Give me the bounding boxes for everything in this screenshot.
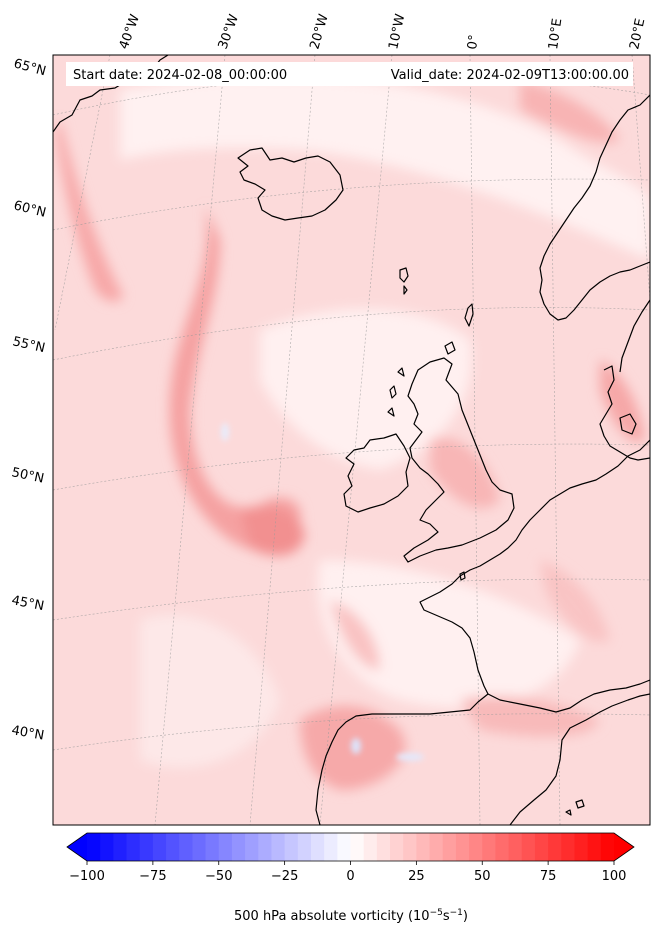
colorbar-segment (100, 833, 114, 861)
colorbar-tick-label: −50 (205, 869, 232, 884)
lon-label-30w: 30°W (216, 12, 242, 51)
colorbar-segment (482, 833, 496, 861)
colorbar-segment (87, 833, 101, 861)
colorbar-segment (521, 833, 536, 861)
valid-date-label: Valid_date: 2024-02-09T13:00:00.00 (391, 68, 629, 83)
start-date-label: Start date: 2024-02-08_00:00:00 (73, 68, 287, 83)
ireland-coast (343, 433, 411, 513)
lon-label-0: 0° (465, 34, 482, 51)
colorbar-tick-label: 0 (346, 869, 354, 884)
denmark-coast (599, 365, 650, 461)
mediterranean-coast (487, 679, 650, 713)
lat-label-65n: 65°N (12, 56, 48, 79)
balearic-coast (565, 799, 585, 816)
colorbar-tick-label: −100 (69, 869, 105, 884)
colorbar-tick-label: −25 (271, 869, 298, 884)
colorbar-segment (416, 833, 431, 861)
great-britain-coast (403, 357, 515, 563)
vorticity-negative-patches (221, 423, 424, 761)
colorbar-segment (574, 833, 589, 861)
colorbar-label: 500 hPa absolute vorticity (10−5s−1) (234, 908, 468, 924)
colorbar-segment (548, 833, 562, 861)
lat-label-55n: 55°N (11, 334, 46, 356)
graticule (53, 55, 650, 825)
map-panel: Start date: 2024-02-08_00:00:00 Valid_da… (53, 55, 650, 825)
colorbar-tick-label: 25 (408, 869, 425, 884)
vorticity-field-shading (55, 75, 650, 790)
colorbar-segment (231, 833, 246, 861)
colorbar-tick-label: −75 (139, 869, 166, 884)
faroe-islands-coast (399, 267, 409, 295)
colorbar-tick-label: 75 (540, 869, 557, 884)
colorbar-segment (469, 833, 483, 861)
colorbar-max-extension (614, 833, 634, 861)
lon-label-10w: 10°W (386, 12, 408, 50)
norway-coast (539, 94, 650, 321)
colorbar-segment (495, 833, 510, 861)
colorbar-segment (455, 833, 470, 861)
colorbar-segment (258, 833, 272, 861)
colorbar-min-extension (67, 833, 87, 861)
colorbar-tick-label: 50 (474, 869, 491, 884)
colorbar-segment (534, 833, 549, 861)
colorbar-segment (429, 833, 444, 861)
iceland-coast (237, 147, 344, 221)
lat-label-50n: 50°N (10, 465, 45, 486)
colorbar-segments (87, 833, 615, 861)
colorbar-segment (297, 833, 312, 861)
colorbar-segment (337, 833, 352, 861)
colorbar-segment (561, 833, 575, 861)
colorbar-segment (205, 833, 220, 861)
colorbar-segment (350, 833, 365, 861)
continental-europe-coast (315, 439, 650, 825)
scottish-isles-coast (387, 367, 405, 417)
colorbar-segment (587, 833, 602, 861)
colorbar-segment (390, 833, 404, 861)
sweden-coast (619, 299, 650, 373)
latitude-labels: 65°N 60°N 55°N 50°N 45°N 40°N (10, 56, 47, 743)
lat-label-40n: 40°N (10, 723, 45, 743)
coastlines (53, 55, 650, 825)
colorbar-segment (192, 833, 207, 861)
lon-label-10e: 10°E (546, 18, 565, 51)
colorbar-segment (363, 833, 378, 861)
iberia-mediterranean-coast (509, 693, 650, 825)
colorbar-tick-label: 100 (602, 869, 627, 884)
zealand-coast (619, 413, 637, 435)
lon-label-20e: 20°E (627, 17, 648, 51)
colorbar-segment (126, 833, 141, 861)
colorbar-segment (376, 833, 391, 861)
header-background (66, 62, 633, 86)
colorbar-segment (600, 833, 615, 861)
colorbar-segment (284, 833, 299, 861)
shetland-coast (464, 303, 474, 327)
colorbar: −100 −75 −50 −25 0 25 50 75 100 500 hPa absolute… (66, 832, 635, 924)
colorbar-segment (113, 833, 128, 861)
colorbar-ticks: −100 −75 −50 −25 0 25 50 75 100 (69, 861, 626, 884)
colorbar-segment (139, 833, 154, 861)
colorbar-segment (245, 833, 259, 861)
lat-label-60n: 60°N (12, 198, 47, 220)
lon-label-40w: 40°W (117, 12, 143, 51)
map-frame (52, 54, 651, 826)
colorbar-segment (166, 833, 180, 861)
lon-label-20w: 20°W (307, 12, 331, 51)
orkney-coast (444, 341, 456, 355)
colorbar-segment (310, 833, 325, 861)
colorbar-segment (179, 833, 193, 861)
colorbar-segment (508, 833, 523, 861)
lat-label-45n: 45°N (10, 593, 45, 614)
colorbar-segment (271, 833, 286, 861)
colorbar-segment (152, 833, 167, 861)
longitude-labels: 40°W 30°W 20°W 10°W 0° 10°E 20°E (117, 12, 649, 51)
colorbar-segment (324, 833, 338, 861)
colorbar-segment (218, 833, 233, 861)
channel-islands-coast (459, 571, 466, 581)
colorbar-segment (403, 833, 417, 861)
colorbar-segment (442, 833, 457, 861)
